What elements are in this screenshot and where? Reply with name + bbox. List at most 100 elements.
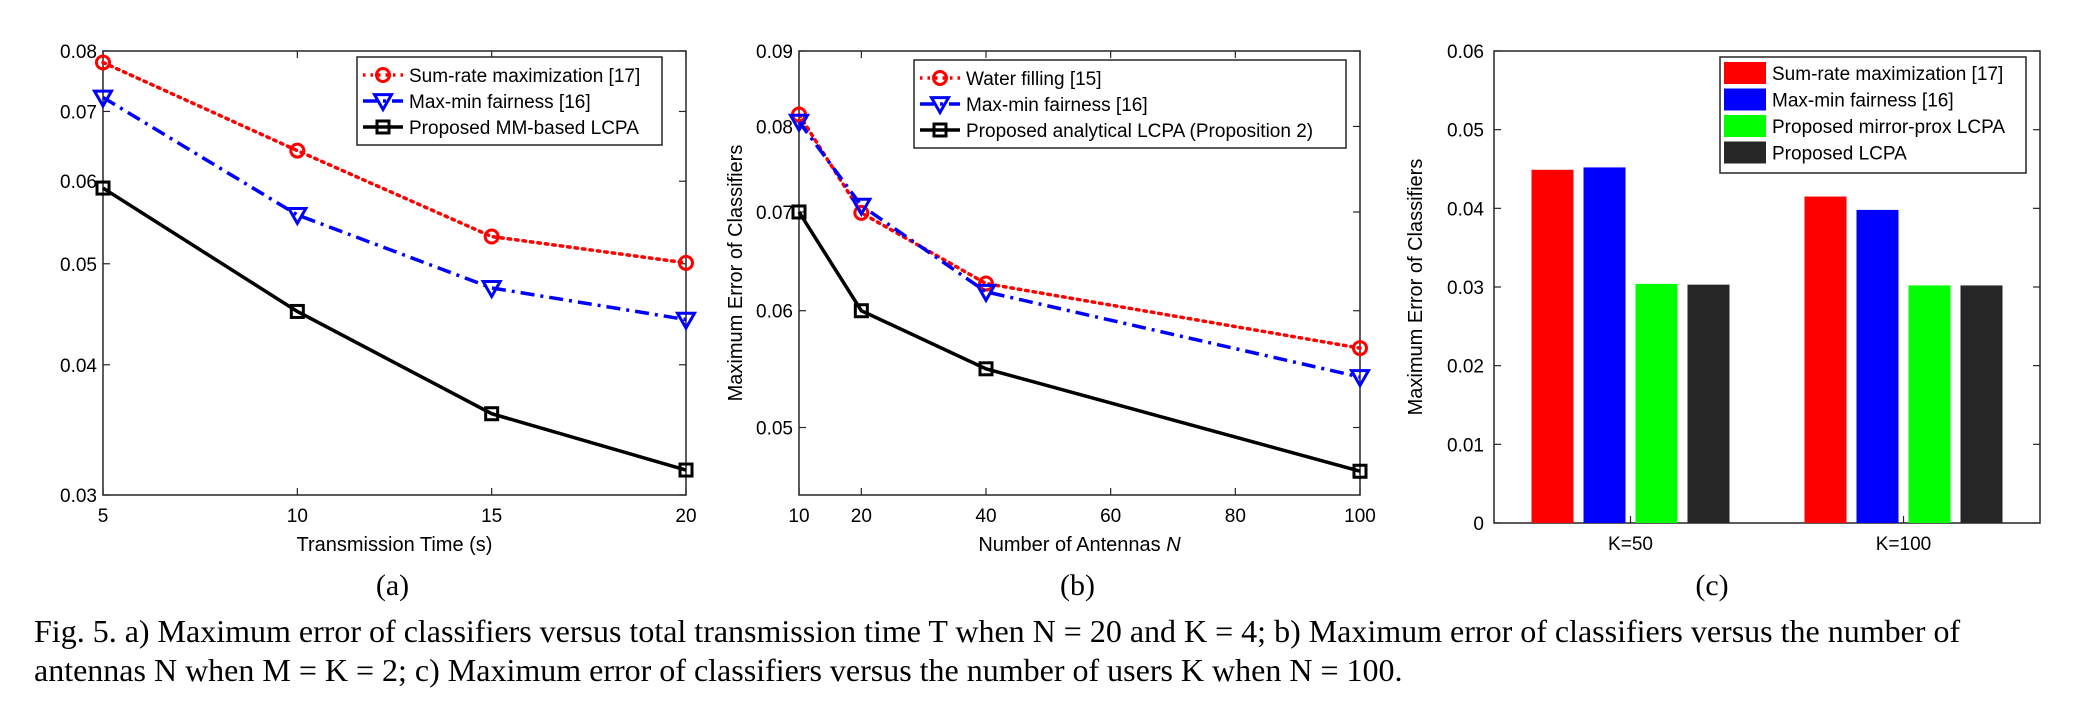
panel-a-xtick-label: 10: [287, 506, 308, 527]
panel-c-bar-k100-1: [1804, 196, 1847, 524]
panel-b-legend-label-1: Water filling [15]: [966, 69, 1102, 90]
panel-a-panel-label: (a): [376, 569, 409, 602]
panel-b-legend-label-3: Proposed analytical LCPA (Proposition 2): [966, 121, 1313, 142]
panel-b-series-2-point: [974, 283, 998, 304]
panel-a-xtick-label: 5: [98, 506, 109, 527]
panel-b-series-2-point: [1348, 369, 1372, 389]
panel-c-legend-label-3: Proposed mirror-prox LCPA: [1772, 117, 2005, 138]
panel-c-legend-label-4: Proposed LCPA: [1772, 144, 1907, 165]
panel-a-legend-label-3: Proposed MM-based LCPA: [409, 118, 639, 139]
panel-c-legend-swatch-3: [1724, 115, 1766, 137]
panel-a-ytick-label: 0.06: [60, 172, 97, 193]
panel-b-panel-label: (b): [1060, 569, 1095, 602]
panel-b-ytick-label: 0.05: [756, 419, 793, 440]
panel-b-series-1-point: [978, 275, 994, 292]
panel-c-ytick-label: 0.03: [1447, 278, 1484, 299]
panel-a-legend-box: [356, 56, 663, 146]
panel-a-ytick-label: 0.03: [60, 486, 97, 507]
panel-a-series-2-point: [91, 89, 115, 109]
panel-c-ytick-label: 0.06: [1447, 42, 1484, 63]
panel-a-legend-marker-3: [375, 119, 391, 135]
panel-b-line-chart: 10 20 40 60 80 100 0.05 0.06 0.07 0.08 0.09 Water f…: [725, 42, 1376, 602]
panel-a-series-3-point: [289, 303, 305, 319]
panel-b-xtick-label: 80: [1225, 506, 1246, 527]
panel-c-legend-label-1: Sum-rate maximization [17]: [1772, 64, 2003, 85]
panel-a-ytick-label: 0.08: [60, 42, 97, 63]
panel-a-series-1-point: [483, 228, 500, 245]
panel-c-ytick-label: 0.02: [1447, 357, 1484, 378]
panel-a-series-1-point: [95, 54, 111, 71]
panel-a-series-3-point: [678, 462, 694, 478]
panel-b-xlabel: Number of Antennas N: [978, 534, 1181, 556]
panel-c-bar-k50-3: [1635, 283, 1678, 523]
panel-b-xtick-label: 60: [1100, 506, 1121, 527]
panel-a-ytick-label: 0.04: [60, 356, 97, 377]
panel-c-bar-k100-3: [1908, 285, 1951, 523]
panel-b-xtick-label: 10: [788, 506, 809, 527]
panel-c-bar-k50-2: [1583, 167, 1626, 523]
panel-c-ytick-label: 0.04: [1447, 199, 1484, 220]
caption-line-1: Fig. 5. a) Maximum error of classifiers …: [34, 613, 1961, 649]
panel-b-series-1-point: [1352, 340, 1368, 357]
panel-a-series-2-point: [674, 311, 698, 332]
panel-b-legend-box: [913, 59, 1347, 149]
panel-a-series-1-line: [101, 60, 688, 265]
panel-b-series-2-point: [850, 197, 873, 218]
panel-b-ytick-label: 0.07: [756, 203, 793, 224]
panel-b-xtick-label: 40: [975, 506, 996, 527]
panel-c-bar-k100-4: [1960, 285, 2003, 523]
panel-b-series-2-line: [797, 120, 1361, 379]
panel-b-legend-marker-2: [928, 96, 952, 116]
panel-a-legend-label-2: Max-min fairness [16]: [409, 92, 591, 113]
panel-a-xtick-label: 20: [675, 506, 696, 527]
panel-b-series-3-line: [797, 211, 1361, 473]
panel-a-series-3-point: [484, 406, 500, 422]
panel-b-legend-marker-3: [932, 122, 948, 138]
panel-c-legend-label-2: Max-min fairness [16]: [1772, 91, 1954, 112]
panel-a-legend-label-1: Sum-rate maximization [17]: [409, 66, 640, 87]
panel-b-legend-marker-1: [932, 70, 948, 86]
panel-a-legend-marker-1: [375, 67, 391, 83]
panel-a-xtick-label: 15: [481, 506, 502, 527]
panel-c-ytick-label: 0.05: [1447, 121, 1484, 142]
panel-c-ylabel: Maximum Error of Classifiers: [1405, 159, 1427, 416]
panel-b-series-3-point: [853, 303, 869, 319]
panel-c-legend-swatch-4: [1724, 141, 1766, 164]
panel-a-ytick-label: 0.07: [60, 102, 97, 123]
panel-b-series-3-point: [1352, 463, 1368, 479]
panel-a-series-2-point: [480, 280, 503, 300]
panel-b-ytick-label: 0.06: [756, 302, 793, 323]
panel-c-legend-swatch-1: [1724, 62, 1766, 84]
panel-c-ytick-label: 0.01: [1447, 435, 1484, 456]
panel-c-bar-k100-2: [1856, 209, 1899, 523]
panel-a-series-2-line: [102, 95, 687, 322]
panel-c-xtick-label: K=100: [1876, 534, 1931, 555]
panel-a-series-3-point: [95, 180, 111, 196]
panel-a-series-1-point: [289, 142, 306, 159]
panel-b-series-3-point: [978, 361, 994, 377]
panel-b-series-2-point: [787, 113, 811, 134]
panel-a-line-chart: 5 10 15 20 0.03 0.04 0.05 0.06 0.07 0.08 Sum-rate …: [60, 42, 698, 602]
panel-a-ytick-label: 0.05: [60, 255, 97, 276]
panel-a-xlabel: Transmission Time (s): [297, 534, 493, 556]
panel-b-ytick-label: 0.09: [756, 42, 793, 63]
panel-c-legend-box: [1719, 56, 2027, 174]
panel-c-bar-k50-1: [1531, 169, 1574, 523]
panel-c-legend-swatch-2: [1724, 88, 1766, 111]
panel-a-legend-marker-2: [371, 93, 395, 113]
panel-c-bar-chart: 0 0.01 0.02 0.03 0.04 0.05 0.06 K=50 K=100 Sum-ra…: [1405, 42, 2041, 602]
panel-b-series-3-point: [791, 204, 807, 220]
panel-c-bar-k50-4: [1687, 284, 1730, 523]
panel-b-ylabel: Maximum Error of Classifiers: [725, 145, 747, 402]
panel-b-xtick-label: 20: [851, 506, 872, 527]
panel-a-series-2-point: [286, 207, 309, 227]
panel-a-series-1-point: [678, 254, 694, 271]
caption-line-2: antennas N when M = K = 2; c) Maximum er…: [34, 652, 1403, 688]
panel-b-xtick-label: 100: [1344, 506, 1376, 527]
panel-c-ytick-label: 0: [1473, 514, 1484, 535]
panel-b-series-1-point: [853, 204, 870, 221]
figure-caption: Fig. 5. a) Maximum error of classifiers …: [34, 612, 2074, 690]
panel-c-xtick-label: K=50: [1608, 534, 1653, 555]
panel-b-legend-label-2: Max-min fairness [16]: [966, 95, 1148, 116]
